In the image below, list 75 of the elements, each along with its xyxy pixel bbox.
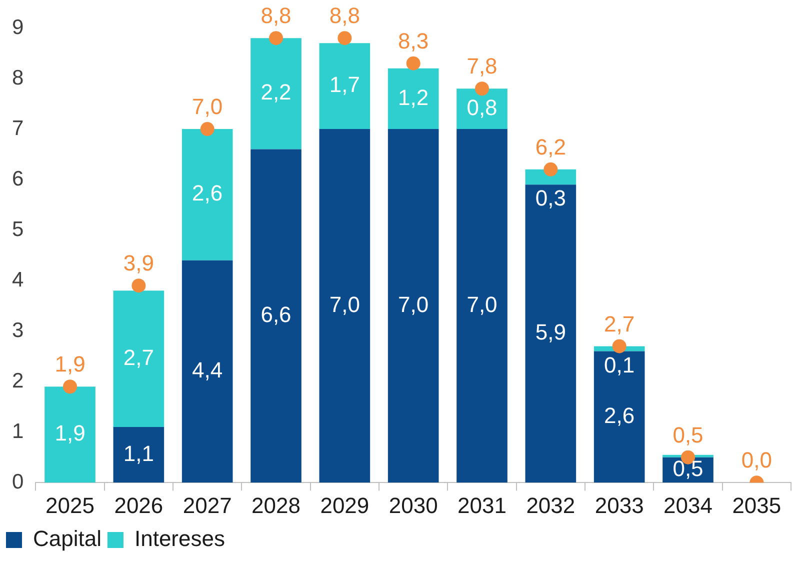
- y-tick-label: 8: [12, 66, 24, 90]
- point: [200, 122, 214, 136]
- y-tick-label: 5: [12, 218, 24, 241]
- bar: [250, 149, 302, 483]
- data-label: 0,5: [672, 456, 704, 482]
- x-tick-label: 2035: [732, 492, 782, 518]
- point: [612, 339, 626, 354]
- data-label: 0,5: [672, 422, 704, 448]
- y-tick-label: 3: [12, 318, 24, 342]
- bar: [456, 129, 508, 483]
- data-label: 4,4: [192, 358, 223, 383]
- bar: [594, 351, 645, 483]
- data-label: 6,6: [260, 302, 292, 327]
- bar: [319, 129, 370, 483]
- x-tick-label: 2028: [252, 492, 300, 518]
- data-label: 2,7: [123, 344, 154, 370]
- point: [475, 82, 490, 96]
- data-label: 8,8: [329, 3, 360, 28]
- point: [63, 380, 78, 394]
- data-label: 8,3: [398, 28, 429, 54]
- point: [338, 31, 352, 46]
- bar: [388, 68, 439, 130]
- data-label: 3,9: [123, 250, 154, 276]
- data-label: 0,3: [535, 186, 566, 211]
- data-label: 2,6: [604, 403, 635, 428]
- data-label: 8,8: [260, 3, 292, 28]
- x-tick-label: 2030: [388, 492, 438, 518]
- y-tick-label: 4: [12, 268, 24, 292]
- bar: [44, 386, 96, 483]
- bar: [182, 129, 233, 260]
- x-tick-label: 2034: [664, 492, 712, 518]
- point: [269, 31, 284, 46]
- data-label: 1,1: [123, 440, 154, 466]
- y-tick-label: 6: [12, 167, 24, 190]
- data-label: 1,9: [54, 352, 86, 377]
- legend-label: Capital: [33, 526, 102, 552]
- y-tick-label: 2: [12, 369, 24, 392]
- bar: [182, 260, 233, 483]
- point: [406, 56, 420, 70]
- data-label: 1,7: [329, 72, 360, 98]
- bar: [525, 184, 576, 483]
- bar: [319, 43, 370, 130]
- x-tick-label: 2033: [594, 492, 644, 518]
- bar: [388, 129, 439, 483]
- data-label: 7,0: [466, 292, 498, 317]
- x-tick-label: 2031: [458, 492, 506, 518]
- x-tick-label: 2026: [114, 492, 164, 518]
- data-label: 0,0: [741, 448, 772, 473]
- data-label: 0,8: [466, 94, 498, 120]
- x-tick-label: 2027: [182, 492, 232, 518]
- y-tick-label: 9: [12, 16, 24, 39]
- x-tick-label: 2025: [46, 492, 94, 518]
- y-tick-label: 7: [12, 116, 24, 140]
- bar: [113, 427, 164, 483]
- data-label: 2,6: [192, 180, 223, 206]
- legend-label: Intereses: [134, 526, 225, 552]
- data-label: 0,1: [604, 352, 635, 378]
- bar: [113, 290, 164, 428]
- x-tick-label: 2029: [320, 492, 370, 518]
- data-label: 1,9: [54, 420, 86, 446]
- data-label: 1,2: [398, 84, 429, 110]
- y-tick-label: 0: [12, 470, 24, 494]
- point: [544, 162, 558, 176]
- data-label: 7,8: [466, 54, 498, 79]
- data-label: 5,9: [535, 320, 566, 345]
- data-label: 7,0: [329, 292, 360, 317]
- x-tick-label: 2032: [526, 492, 576, 518]
- data-label: 7,0: [192, 94, 223, 120]
- y-tick-label: 1: [12, 420, 24, 443]
- data-label: 2,2: [260, 80, 292, 105]
- bar: [250, 38, 302, 150]
- point: [132, 278, 146, 293]
- data-label: 7,0: [398, 292, 429, 317]
- data-label: 6,2: [535, 134, 566, 160]
- data-label: 2,7: [604, 311, 635, 336]
